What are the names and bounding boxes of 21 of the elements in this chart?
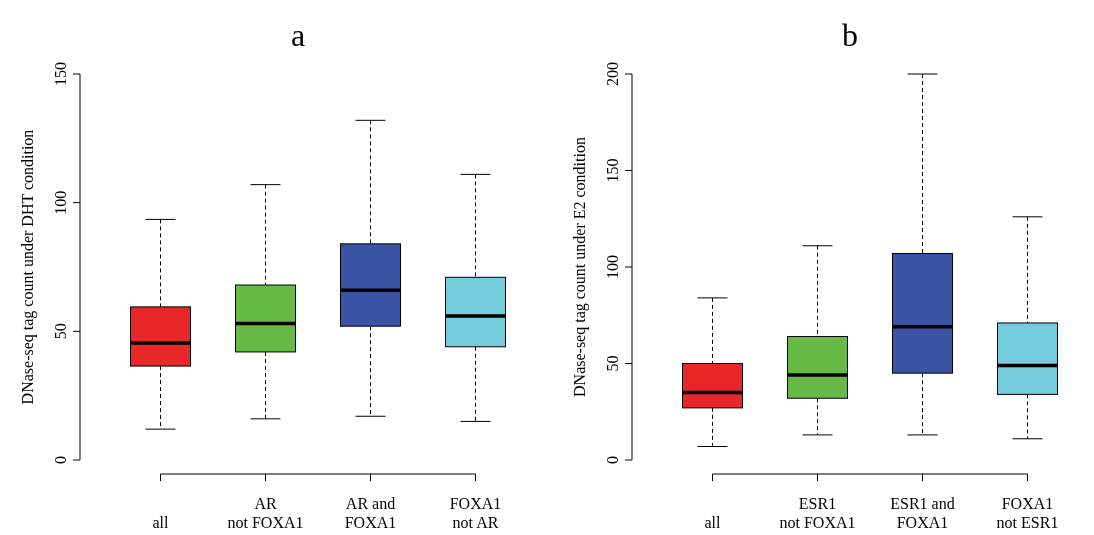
y-tick-label: 150 [52,62,69,86]
y-axis-title: DNase-seq tag count under E2 condition [571,137,589,397]
x-tick-label: FOXA1 not AR [449,495,502,531]
x-tick-label: ESR1 not FOXA1 [779,495,856,531]
x-tick-label: all [152,514,170,531]
x-tick-label: FOXA1 not ESR1 [996,495,1059,531]
y-tick-label: 100 [604,255,621,279]
chart-title: b [842,17,858,53]
y-tick-label: 150 [604,158,621,183]
y-axis-title: DNase-seq tag count under DHT condition [19,129,37,405]
x-tick-label: AR not FOXA1 [227,495,304,531]
x-tick-label: all [704,514,722,531]
y-tick-label: 0 [52,456,69,464]
y-tick-label: 100 [52,190,69,215]
y-tick-label: 50 [604,355,621,372]
y-tick-label: 50 [52,323,69,340]
y-tick-label: 200 [604,62,621,86]
x-tick-label: ESR1 and FOXA1 [890,495,955,531]
x-tick-label: AR and FOXA1 [344,495,397,531]
chart-title: a [290,17,306,53]
y-tick-label: 0 [604,456,621,464]
